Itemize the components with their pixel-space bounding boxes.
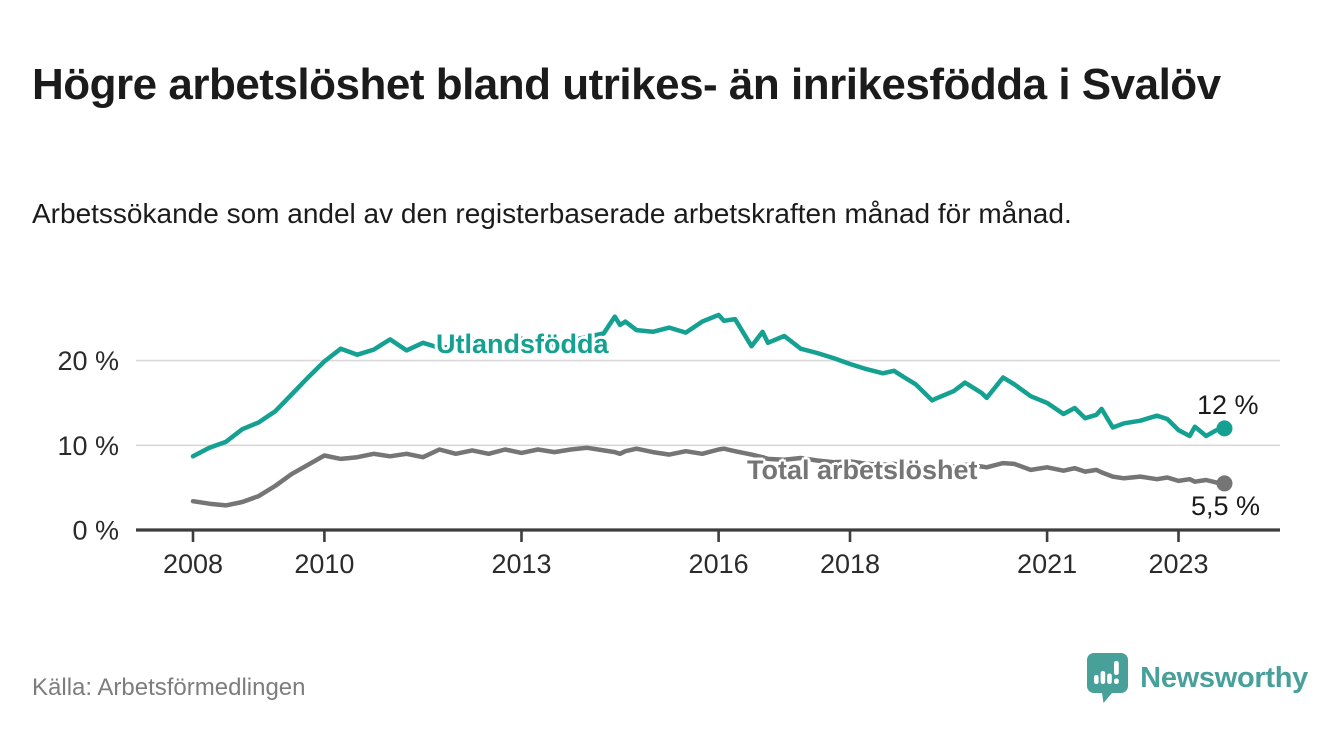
end-value-label-total: 5,5 % — [1191, 491, 1261, 521]
x-tick-label-2013: 2013 — [491, 549, 551, 579]
series-line-total-arbetsl-shet — [190, 445, 1227, 508]
series-label-utlandsfodda: Utlandsfödda — [436, 329, 609, 359]
newsworthy-logo: Newsworthy — [1086, 652, 1308, 704]
x-tick-label-2018: 2018 — [820, 549, 880, 579]
page-title: Högre arbetslöshet bland utrikes- än inr… — [32, 60, 1221, 110]
series-label-total-arbetsloshet: Total arbetslöshet — [747, 455, 978, 485]
y-tick-label-20: 20 % — [57, 346, 119, 376]
page-subtitle: Arbetssökande som andel av den registerb… — [32, 198, 1072, 229]
source-attribution: Källa: Arbetsförmedlingen — [32, 674, 306, 701]
x-tick-label-2008: 2008 — [163, 549, 223, 579]
x-tick-label-2021: 2021 — [1017, 549, 1077, 579]
newsworthy-wordmark: Newsworthy — [1140, 661, 1308, 694]
end-value-label-utlandsfodda: 12 % — [1197, 390, 1259, 420]
x-tick-label-2023: 2023 — [1148, 549, 1208, 579]
series-line-utlandsf-dda — [190, 312, 1227, 459]
x-tick-label-2016: 2016 — [689, 549, 749, 579]
series-end-dot-utlandsf-dda — [1216, 420, 1233, 437]
newsworthy-chart-bubble-icon — [1086, 652, 1129, 704]
series-end-dot-total-arbetsl-shet — [1216, 475, 1233, 492]
x-tick-label-2010: 2010 — [294, 549, 354, 579]
y-tick-label-10: 10 % — [57, 431, 119, 461]
y-tick-label-0: 0 % — [72, 516, 119, 546]
